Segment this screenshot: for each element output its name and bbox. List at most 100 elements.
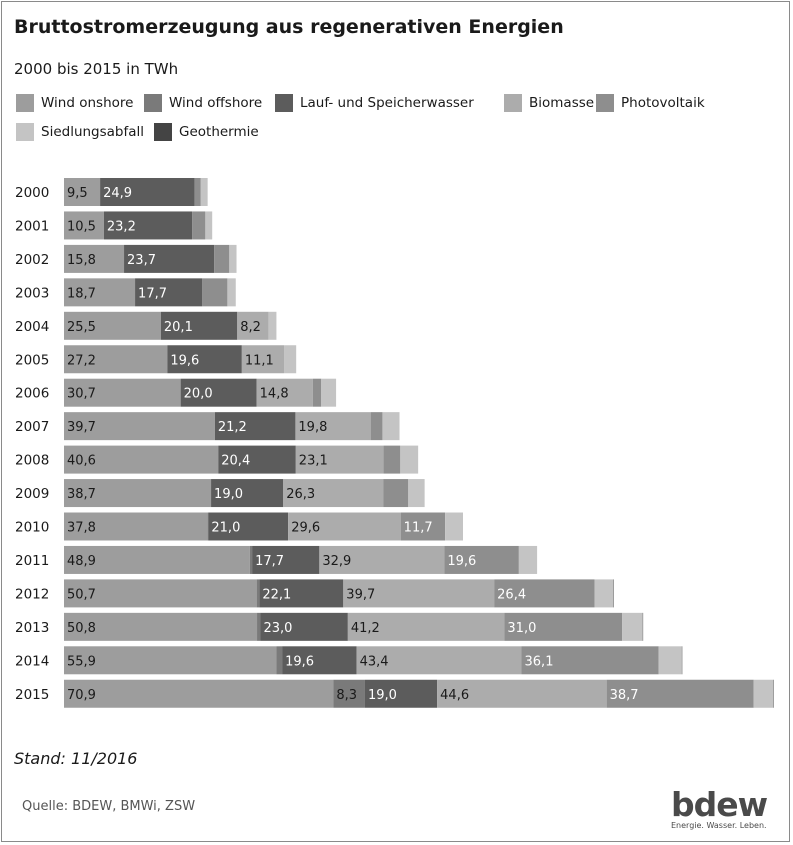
- data-label: 19,6: [447, 554, 476, 569]
- bar-segment-2: [282, 646, 357, 675]
- bar-segment-2: [100, 178, 195, 206]
- data-label: 44,6: [440, 688, 469, 703]
- legend-item-6: Geothermie: [154, 123, 259, 141]
- data-label: 38,7: [67, 487, 96, 502]
- bar-segment-5: [382, 412, 400, 441]
- bar-segment-4: [202, 278, 228, 307]
- data-label: 41,2: [351, 621, 380, 636]
- bar-segment-4: [383, 445, 401, 474]
- data-label: 17,7: [255, 554, 284, 569]
- bar-segment-4: [521, 646, 659, 675]
- bar-segment-1: [249, 545, 253, 574]
- year-label: 2007: [15, 419, 49, 435]
- year-label: 2014: [15, 653, 49, 669]
- year-label: 2003: [15, 285, 49, 301]
- data-label: 26,3: [286, 487, 315, 502]
- data-label: 55,9: [67, 654, 96, 669]
- data-label: 19,6: [285, 654, 314, 669]
- data-label: 25,5: [67, 320, 96, 335]
- bar-segment-3: [295, 445, 384, 474]
- data-label: 20,1: [164, 320, 193, 335]
- bar-segment-2: [160, 311, 238, 340]
- data-label: 23,0: [263, 621, 292, 636]
- logo-tagline: Energie. Wasser. Leben.: [671, 821, 767, 830]
- legend-swatch: [275, 94, 293, 112]
- bar-segment-5: [518, 545, 538, 574]
- data-label: 23,7: [127, 253, 156, 268]
- data-label: 50,7: [67, 587, 96, 602]
- bar-segment-0: [64, 479, 212, 508]
- data-label: 19,6: [170, 353, 199, 368]
- stand-note: Stand: 11/2016: [14, 749, 138, 768]
- bar-segment-1: [256, 579, 260, 608]
- bar-segment-5: [622, 612, 643, 641]
- bar-segment-0: [64, 612, 258, 641]
- bar-segment-4: [383, 479, 409, 508]
- bar-segment-0: [64, 378, 181, 407]
- bar-segment-5: [594, 579, 614, 608]
- chart-legend: Wind onshore Wind offshore Lauf- und Speic…: [16, 94, 776, 150]
- year-label: 2001: [15, 218, 49, 234]
- chart-title: Bruttostromerzeugung aus regenerativen E…: [14, 16, 564, 38]
- year-label: 2008: [15, 453, 49, 469]
- data-label: 14,8: [260, 387, 289, 402]
- bar-segment-2: [252, 545, 320, 574]
- bar-segment-5: [284, 345, 297, 374]
- bar-segment-3: [288, 512, 401, 541]
- bar-segment-4: [494, 579, 595, 608]
- bar-segment-0: [64, 545, 250, 574]
- data-label: 48,9: [67, 554, 96, 569]
- bar-segment-3: [283, 479, 384, 508]
- data-label: 36,1: [525, 654, 554, 669]
- legend-item-3: Biomasse: [504, 94, 594, 112]
- legend-label: Lauf- und Speicherwasser: [300, 95, 474, 111]
- bar-segment-3: [343, 579, 495, 608]
- bar-segment-3: [241, 345, 285, 374]
- data-label: 43,4: [360, 654, 389, 669]
- year-label: 2012: [15, 586, 49, 602]
- bar-segment-0: [64, 278, 136, 307]
- logo-wordmark: bdew: [671, 785, 768, 824]
- bar-segment-5: [753, 679, 774, 708]
- bar-segment-5: [200, 178, 208, 206]
- bar-segment-2: [124, 244, 215, 273]
- bar-segment-2: [211, 479, 284, 508]
- legend-swatch: [154, 123, 172, 141]
- legend-label: Wind offshore: [169, 95, 263, 111]
- legend-swatch: [16, 123, 34, 141]
- data-label: 9,5: [67, 186, 88, 201]
- data-label: 29,6: [291, 521, 320, 536]
- data-label: 24,9: [103, 186, 132, 201]
- bar-segment-4: [400, 512, 446, 541]
- bar-segment-4: [192, 211, 206, 240]
- data-label: 50,8: [67, 621, 96, 636]
- bar-segment-5: [229, 244, 237, 273]
- year-label: 2006: [15, 386, 49, 402]
- data-label: 38,7: [610, 688, 639, 703]
- bar-segment-2: [214, 412, 296, 441]
- bar-segment-3: [347, 612, 505, 641]
- bar-segment-5: [227, 278, 236, 307]
- bar-segment-0: [64, 445, 219, 474]
- legend-label: Biomasse: [529, 95, 595, 111]
- data-label: 22,1: [262, 587, 291, 602]
- year-label: 2004: [15, 319, 49, 335]
- data-label: 8,2: [240, 320, 261, 335]
- data-label: 15,8: [67, 253, 96, 268]
- data-label: 19,0: [368, 688, 397, 703]
- bar-segment-2: [135, 278, 203, 307]
- legend-swatch: [16, 94, 34, 112]
- bar-segment-4: [370, 412, 383, 441]
- data-label: 21,2: [218, 420, 247, 435]
- bar-segment-3: [437, 679, 607, 708]
- data-label: 40,6: [67, 454, 96, 469]
- bar-segment-3: [256, 378, 313, 407]
- legend-swatch: [504, 94, 522, 112]
- bar-segment-1: [207, 512, 209, 541]
- data-label: 11,7: [404, 521, 433, 536]
- bar-segment-5: [268, 311, 277, 340]
- legend-swatch: [144, 94, 162, 112]
- bar-segment-4: [194, 178, 201, 206]
